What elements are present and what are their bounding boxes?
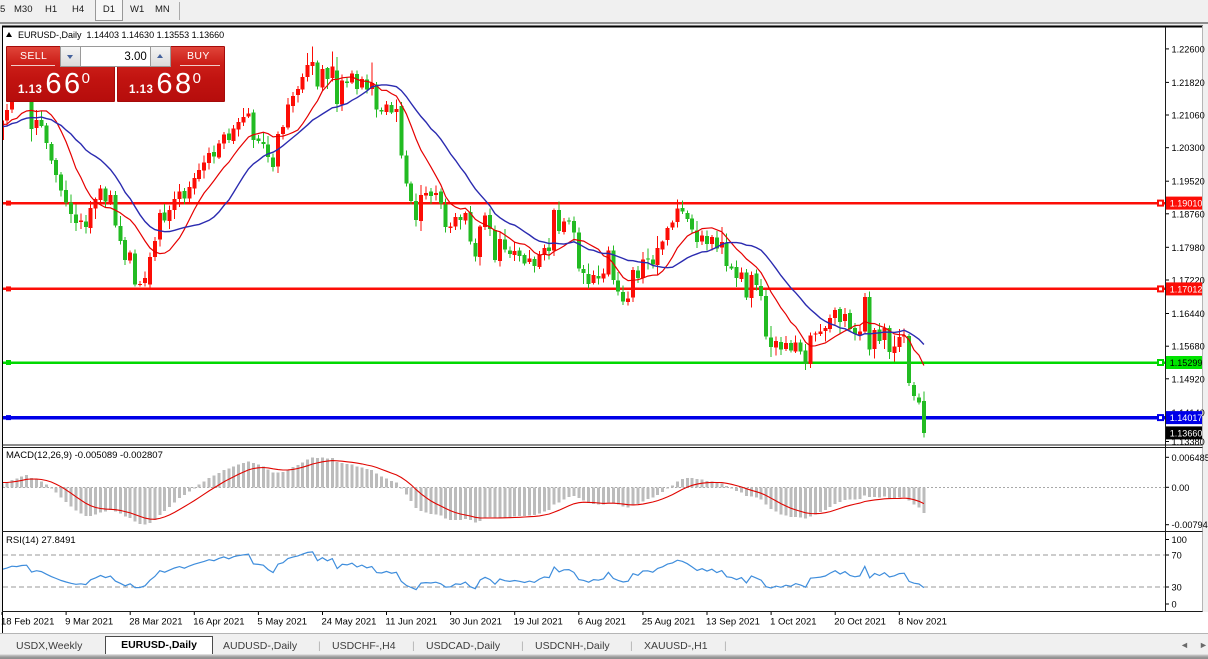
svg-text:19 Jul 2021: 19 Jul 2021 — [514, 617, 563, 628]
svg-text:11 Jun 2021: 11 Jun 2021 — [386, 617, 438, 628]
svg-text:-0.007947: -0.007947 — [1172, 520, 1208, 530]
svg-text:1.14920: 1.14920 — [1172, 374, 1205, 384]
svg-text:1.19010: 1.19010 — [1170, 199, 1203, 209]
svg-text:1.15680: 1.15680 — [1172, 342, 1205, 352]
svg-text:1.21820: 1.21820 — [1172, 78, 1205, 88]
svg-text:24 May 2021: 24 May 2021 — [322, 617, 377, 628]
svg-text:1.13380: 1.13380 — [1172, 437, 1205, 447]
svg-text:100: 100 — [1172, 535, 1187, 545]
svg-text:8 Nov 2021: 8 Nov 2021 — [898, 617, 947, 628]
svg-text:5 May 2021: 5 May 2021 — [257, 617, 307, 628]
svg-text:RSI(14) 27.8491: RSI(14) 27.8491 — [6, 535, 76, 546]
svg-text:1.14017: 1.14017 — [1170, 413, 1203, 423]
svg-text:1.17220: 1.17220 — [1172, 276, 1205, 286]
svg-text:1.17012: 1.17012 — [1170, 284, 1203, 294]
svg-text:1.15299: 1.15299 — [1170, 358, 1203, 368]
svg-text:1 Oct 2021: 1 Oct 2021 — [770, 617, 816, 628]
svg-text:1.21060: 1.21060 — [1172, 111, 1205, 121]
svg-text:30 Jun 2021: 30 Jun 2021 — [450, 617, 502, 628]
svg-text:1.22600: 1.22600 — [1172, 44, 1205, 54]
svg-text:6 Aug 2021: 6 Aug 2021 — [578, 617, 626, 628]
svg-text:18 Feb 2021: 18 Feb 2021 — [1, 617, 54, 628]
svg-text:1.18760: 1.18760 — [1172, 209, 1205, 219]
svg-text:25 Aug 2021: 25 Aug 2021 — [642, 617, 695, 628]
svg-text:13 Sep 2021: 13 Sep 2021 — [706, 617, 760, 628]
svg-text:0: 0 — [1172, 600, 1177, 610]
svg-text:0.00: 0.00 — [1172, 483, 1190, 493]
svg-text:70: 70 — [1172, 551, 1182, 561]
svg-text:1.13660: 1.13660 — [1170, 428, 1203, 438]
svg-text:0.006485: 0.006485 — [1172, 453, 1208, 463]
svg-text:MACD(12,26,9) -0.005089 -0.002: MACD(12,26,9) -0.005089 -0.002807 — [6, 450, 163, 461]
svg-text:20 Oct 2021: 20 Oct 2021 — [834, 617, 886, 628]
svg-text:28 Mar 2021: 28 Mar 2021 — [129, 617, 182, 628]
svg-text:1.20300: 1.20300 — [1172, 143, 1205, 153]
svg-text:1.19520: 1.19520 — [1172, 177, 1205, 187]
svg-text:30: 30 — [1172, 583, 1182, 593]
svg-text:1.17980: 1.17980 — [1172, 243, 1205, 253]
svg-text:9 Mar 2021: 9 Mar 2021 — [65, 617, 113, 628]
svg-text:16 Apr 2021: 16 Apr 2021 — [193, 617, 244, 628]
svg-text:1.16440: 1.16440 — [1172, 309, 1205, 319]
